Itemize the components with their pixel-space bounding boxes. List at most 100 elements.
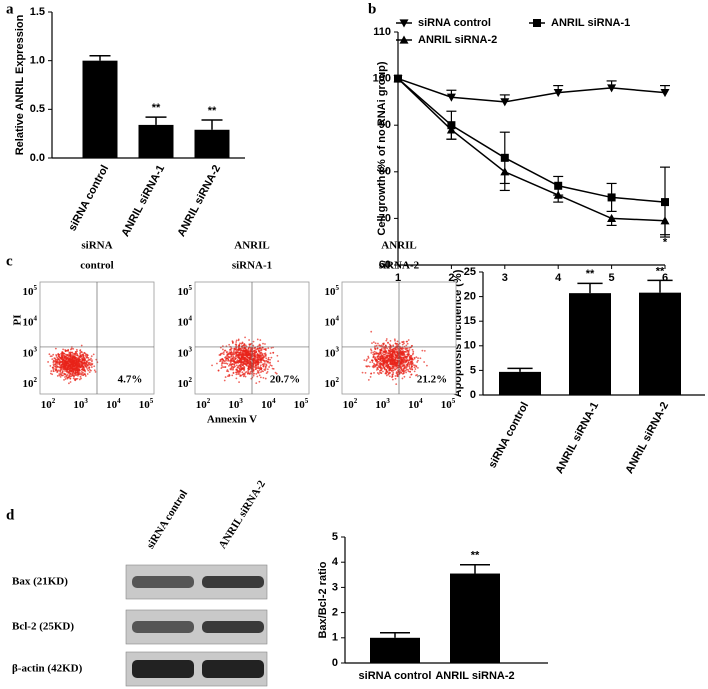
event-dot <box>375 361 378 363</box>
event-dot <box>386 356 388 359</box>
event-dot <box>70 375 73 378</box>
event-dot <box>400 368 403 371</box>
event-dot <box>261 370 263 372</box>
event-dot <box>84 375 87 377</box>
event-dot <box>371 342 373 345</box>
series-line <box>397 77 666 103</box>
tick-base: 10 <box>178 347 190 359</box>
tick-exponent: 5 <box>452 397 456 405</box>
point <box>446 93 456 102</box>
event-dot <box>69 369 72 372</box>
event-dot <box>67 354 70 357</box>
event-dot <box>405 371 407 374</box>
event-dot <box>363 359 366 362</box>
event-dot <box>406 355 408 358</box>
event-dot <box>93 365 96 368</box>
event-dot <box>257 358 260 361</box>
event-dot <box>414 368 417 370</box>
panel-letter: a <box>6 1 14 17</box>
event-dot <box>235 364 238 367</box>
event-dot <box>392 355 395 358</box>
event-dot <box>394 361 397 364</box>
event-dot <box>245 351 248 353</box>
event-dot <box>392 371 395 374</box>
y-tick-label: 90 <box>379 119 391 131</box>
event-dot <box>77 374 79 377</box>
event-dot <box>244 336 246 339</box>
event-dot <box>399 347 402 350</box>
event-dot <box>237 349 240 351</box>
event-dot <box>260 361 263 364</box>
point <box>660 88 670 98</box>
event-dot <box>225 362 228 365</box>
event-dot <box>391 375 394 378</box>
event-dot <box>227 370 230 373</box>
x-tick-label: siRNA control <box>486 400 531 470</box>
x-tick-label: 102 <box>343 397 358 411</box>
event-dot <box>396 352 399 355</box>
event-dot <box>64 359 67 362</box>
y-tick-label: 2 <box>332 607 338 619</box>
event-dot <box>388 365 390 368</box>
event-dot <box>51 373 54 376</box>
event-dot <box>72 377 75 380</box>
significance-label: ** <box>208 105 217 117</box>
event-dot <box>394 347 397 350</box>
event-dot <box>220 364 223 366</box>
event-dot <box>400 362 403 365</box>
event-dot <box>391 349 394 351</box>
event-dot <box>50 355 53 358</box>
event-dot <box>390 355 392 358</box>
event-dot <box>211 364 213 367</box>
event-dot <box>256 371 259 374</box>
event-dot <box>407 353 410 356</box>
event-dot <box>236 351 239 354</box>
event-dot <box>61 352 63 355</box>
event-dot <box>408 362 411 365</box>
event-dot <box>74 354 77 356</box>
event-dot <box>48 353 51 356</box>
event-dot <box>381 359 384 362</box>
event-dot <box>379 352 382 354</box>
event-dot <box>64 370 67 372</box>
event-dot <box>59 370 62 373</box>
event-dot <box>411 361 414 364</box>
tick-exponent: 4 <box>117 397 121 405</box>
event-dot <box>388 357 390 360</box>
event-dot <box>235 354 238 357</box>
event-dot <box>392 351 395 354</box>
tick-exponent: 5 <box>305 397 309 405</box>
event-dot <box>413 370 416 373</box>
event-dot <box>92 353 95 356</box>
event-dot <box>238 352 241 355</box>
flow-title: ANRIL <box>381 240 416 252</box>
event-dot <box>226 351 228 353</box>
tick-base: 10 <box>178 378 190 390</box>
event-dot <box>227 375 229 378</box>
event-dot <box>412 358 414 361</box>
event-dot <box>258 374 261 377</box>
event-dot <box>277 360 280 363</box>
y-axis-label: Cell growth (% of no RNAi group) <box>376 61 388 235</box>
bar <box>370 637 420 663</box>
event-dot <box>240 368 243 371</box>
significance-label: ** <box>586 268 595 280</box>
event-dot <box>255 382 258 385</box>
event-dot <box>69 372 71 375</box>
event-dot <box>385 372 388 375</box>
event-dot <box>256 375 259 378</box>
event-dot <box>252 357 255 360</box>
event-dot <box>372 341 375 344</box>
event-dot <box>232 363 234 365</box>
event-dot <box>224 349 227 352</box>
significance-label: ** <box>152 102 161 114</box>
event-dot <box>373 371 375 374</box>
tick-base: 10 <box>325 286 337 298</box>
event-dot <box>78 361 81 363</box>
event-dot <box>385 338 388 340</box>
event-dot <box>415 365 418 368</box>
event-dot <box>382 363 385 366</box>
event-dot <box>405 359 408 362</box>
event-dot <box>80 368 83 371</box>
event-dot <box>78 378 81 381</box>
